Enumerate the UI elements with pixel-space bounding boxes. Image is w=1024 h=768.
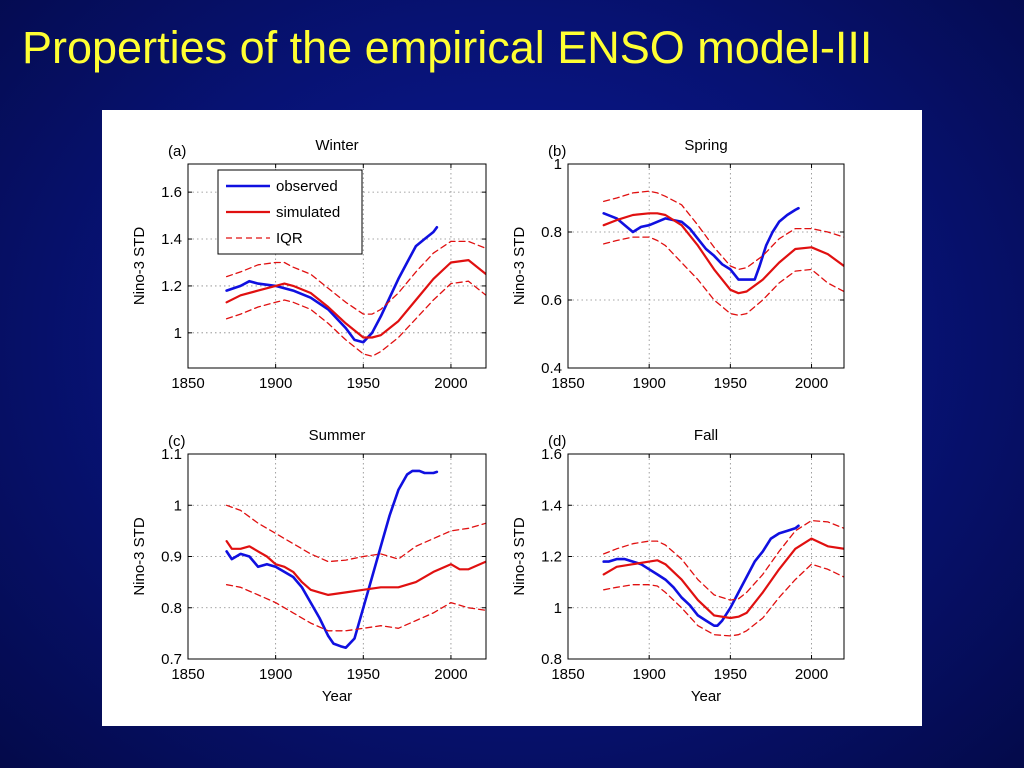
y-tick-label: 0.9 [161,549,182,566]
y-tick-label: 1.2 [161,278,182,295]
y-tick-label: 0.8 [541,651,562,668]
y-tick-label: 0.8 [161,600,182,617]
x-tick-label: 1850 [551,375,584,392]
x-tick-label: 1950 [347,666,380,683]
y-tick-label: 0.6 [541,292,562,309]
chart-panel-3: 1850 1900 1950 2000 0.8 1 1.2 1.4 1.6 Fall (d) Nino… [511,427,845,705]
chart-panel-2: 1850 1900 1950 2000 0.7 0.8 0.9 1 1.1 Summer (c) Ni… [131,427,487,705]
series-line-observed-0 [225,469,439,650]
chart-title: Summer [309,427,366,444]
series-line-observed-0 [602,206,800,281]
y-tick-label: 0.4 [541,360,562,377]
x-tick-label: 1900 [259,375,292,392]
x-tick-label: 2000 [434,666,467,683]
series-line-simulated-1 [225,540,486,596]
x-tick-label: 1850 [171,666,204,683]
y-axis-label: Nino-3 STD [131,227,148,306]
figure-svg: 1850 1900 1950 2000 1 1.2 1.4 1.6 Winter (a) Nino-… [131,137,845,705]
series-group [225,469,486,650]
chart-title: Fall [694,427,718,444]
y-tick-label: 1.4 [541,497,562,514]
y-tick-label: 1.2 [541,549,562,566]
x-tick-label: 1850 [551,666,584,683]
y-tick-label: 1 [554,600,562,617]
figure-panel: 1850 1900 1950 2000 1 1.2 1.4 1.6 Winter (a) Nino-… [102,110,922,726]
chart-title: Winter [315,137,358,154]
series-line-iqr-2 [603,190,844,271]
y-axis-label: Nino-3 STD [511,517,528,596]
y-tick-label: 1 [174,497,182,514]
y-tick-label: 1.6 [541,446,562,463]
series-group [602,519,844,637]
legend: observed simulated IQR [217,169,363,255]
x-tick-label: 1950 [714,375,747,392]
panel-letter: (b) [548,143,566,160]
y-tick-label: 1 [554,156,562,173]
series-line-iqr-2 [225,240,486,315]
panel-letter: (a) [168,143,186,160]
chart-panel-0: 1850 1900 1950 2000 1 1.2 1.4 1.6 Winter (a) Nino-… [131,137,487,392]
x-tick-label: 1900 [632,666,665,683]
x-tick-label: 2000 [795,375,828,392]
y-axis-label: Nino-3 STD [511,227,528,306]
series-line-iqr-2 [225,504,486,563]
series-line-simulated-1 [602,537,844,620]
x-tick-label: 2000 [434,375,467,392]
series-line-iqr-3 [225,280,486,357]
panel-letter: (c) [168,433,186,450]
x-tick-label: 1850 [171,375,204,392]
series-line-iqr-2 [603,519,844,601]
x-tick-label: 1900 [632,375,665,392]
series-line-simulated-1 [225,259,486,339]
x-tick-label: 1900 [259,666,292,683]
legend-label-simulated: simulated [276,204,340,221]
y-tick-label: 0.8 [541,224,562,241]
axes-box [187,163,487,369]
y-tick-label: 1 [174,325,182,342]
slide-title: Properties of the empirical ENSO model-I… [22,22,873,73]
x-tick-label: 1950 [347,375,380,392]
series-line-observed-0 [225,226,439,344]
legend-label-observed: observed [276,178,338,195]
axes-box [567,163,845,369]
series-line-iqr-3 [603,236,844,316]
x-tick-label: 2000 [795,666,828,683]
chart-title: Spring [684,137,727,154]
series-group [602,190,844,316]
x-tick-label: 1950 [714,666,747,683]
y-axis-label: Nino-3 STD [131,517,148,596]
x-axis-label: Year [691,688,721,705]
series-group [225,226,486,357]
series-line-iqr-3 [603,563,844,637]
series-line-simulated-1 [602,212,844,295]
x-axis-label: Year [322,688,352,705]
series-line-observed-0 [602,524,800,628]
y-tick-label: 1.4 [161,231,182,248]
y-tick-label: 0.7 [161,651,182,668]
y-tick-label: 1.6 [161,184,182,201]
chart-panel-1: 1850 1900 1950 2000 0.4 0.6 0.8 1 Spring (b) Nino-… [511,137,845,392]
legend-label-iqr: IQR [276,230,303,247]
y-tick-label: 1.1 [161,446,182,463]
panel-letter: (d) [548,433,566,450]
series-line-iqr-3 [225,584,486,632]
